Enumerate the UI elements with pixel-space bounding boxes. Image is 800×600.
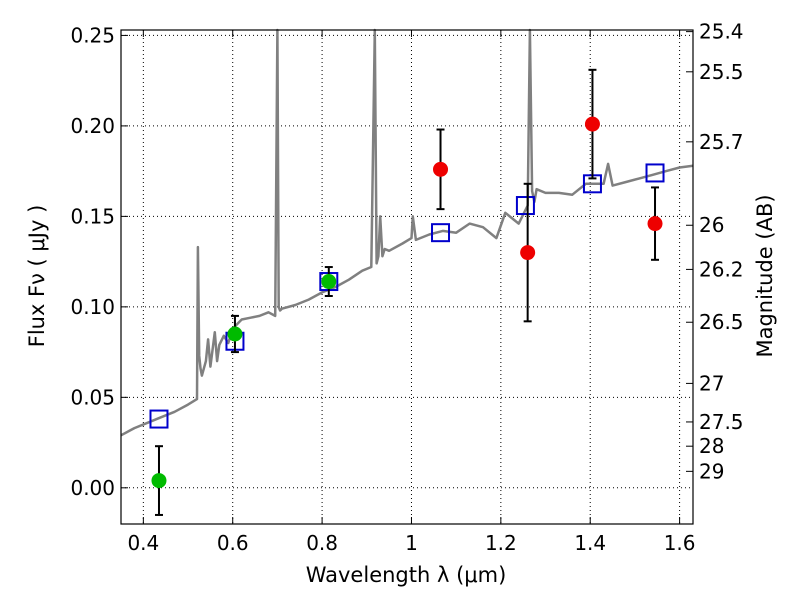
photometry-point: [227, 326, 243, 342]
photometry-point: [433, 161, 449, 177]
plot-area: [120, 28, 694, 516]
spectrum-line: [120, 28, 694, 437]
x-tick-label: 1.2: [485, 531, 517, 555]
right-tick-label: 26: [699, 213, 724, 237]
right-axis-title: Magnitude (AB): [753, 194, 777, 357]
photometry-point: [151, 473, 167, 489]
axis-ticks: 0.4 0.6 0.8 1 1.2 1.4 1.6 0.00 0.05 0.10 0.15 0.20 0…: [70, 20, 743, 555]
photometry-point: [647, 216, 663, 232]
right-tick-label: 25.5: [699, 60, 744, 84]
photometry-point: [584, 116, 600, 132]
x-tick-label: 0.8: [306, 531, 338, 555]
y-tick-label: 0.10: [70, 295, 115, 319]
x-tick-label: 1: [405, 531, 418, 555]
model-photometry-square: [431, 223, 451, 243]
model-photometry-square: [645, 163, 665, 183]
right-tick-label: 26.5: [699, 310, 744, 334]
right-tick-label: 27.5: [699, 410, 744, 434]
photometry-point: [321, 274, 337, 290]
x-tick-label: 1.4: [574, 531, 606, 555]
y-axis-title: Flux Fν ( μJy ): [25, 205, 49, 348]
x-tick-label: 0.6: [217, 531, 249, 555]
plot-frame: [120, 29, 694, 525]
y-tick-label: 0.05: [70, 385, 115, 409]
y-tick-label: 0.15: [70, 204, 115, 228]
model-photometry-square: [149, 409, 169, 429]
y-tick-label: 0.25: [70, 23, 115, 47]
x-tick-label: 0.4: [127, 531, 159, 555]
photometry-point: [520, 245, 536, 261]
grid-lines: [121, 30, 693, 524]
y-tick-label: 0.00: [70, 476, 115, 500]
right-tick-label: 25.4: [699, 20, 744, 44]
right-tick-label: 28: [699, 434, 724, 458]
right-tick-label: 29: [699, 459, 724, 483]
right-tick-label: 25.7: [699, 130, 744, 154]
y-tick-label: 0.20: [70, 114, 115, 138]
right-tick-label: 27: [699, 371, 724, 395]
model-photometry-square: [515, 196, 535, 216]
right-tick-label: 26.2: [699, 257, 744, 281]
x-tick-label: 1.6: [664, 531, 696, 555]
x-axis-title: Wavelength λ (μm): [306, 563, 507, 587]
